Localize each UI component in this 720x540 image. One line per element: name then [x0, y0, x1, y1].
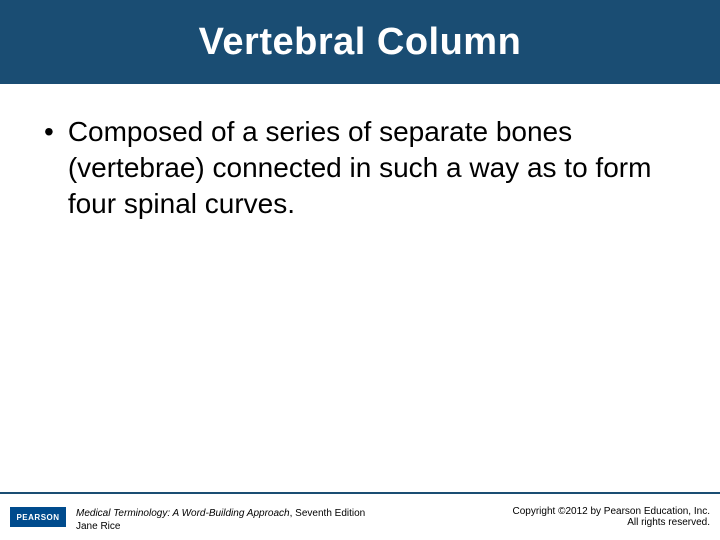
footer-left: Medical Terminology: A Word-Building App… [76, 503, 513, 532]
copyright-text: Copyright ©2012 by Pearson Education, In… [513, 506, 711, 517]
slide-footer: PEARSON Medical Terminology: A Word-Buil… [0, 492, 720, 540]
book-title: Medical Terminology: A Word-Building App… [76, 508, 290, 519]
rights-text: All rights reserved. [513, 517, 711, 528]
bullet-marker: • [44, 114, 54, 150]
footer-right: Copyright ©2012 by Pearson Education, In… [513, 506, 711, 528]
bullet-text: Composed of a series of separate bones (… [68, 114, 678, 222]
book-edition: , Seventh Edition [290, 508, 366, 519]
bullet-item: • Composed of a series of separate bones… [42, 114, 678, 222]
book-author: Jane Rice [76, 521, 513, 532]
slide-title: Vertebral Column [199, 21, 522, 64]
slide-content: • Composed of a series of separate bones… [0, 84, 720, 222]
title-bar: Vertebral Column [0, 0, 720, 84]
pearson-logo: PEARSON [10, 507, 66, 527]
